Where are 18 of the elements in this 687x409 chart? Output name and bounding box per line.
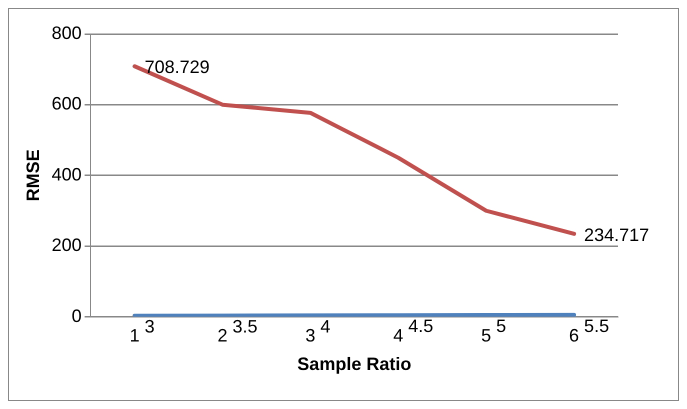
- x-tick-label: 6: [569, 326, 580, 346]
- y-axis-title: RMSE: [22, 149, 43, 202]
- x-tick-label: 1: [130, 326, 140, 346]
- data-label: 4.5: [408, 316, 434, 336]
- x-tick-label: 4: [393, 326, 404, 346]
- y-tick-label: 0: [72, 306, 82, 326]
- y-tick-label: 800: [52, 22, 82, 43]
- x-tick-label: 5: [481, 326, 492, 346]
- data-label: 234.717: [584, 224, 650, 245]
- y-tick-label: 600: [52, 94, 82, 114]
- y-tick-label: 200: [52, 235, 82, 256]
- x-axis-title: Sample Ratio: [297, 354, 412, 374]
- data-label: 5.5: [584, 316, 610, 336]
- data-label: 3.5: [232, 316, 258, 337]
- y-tick-label: 400: [52, 164, 82, 184]
- data-label: 708.729: [144, 57, 210, 78]
- x-tick-label: 3: [305, 326, 316, 346]
- x-tick-label: 2: [217, 326, 228, 346]
